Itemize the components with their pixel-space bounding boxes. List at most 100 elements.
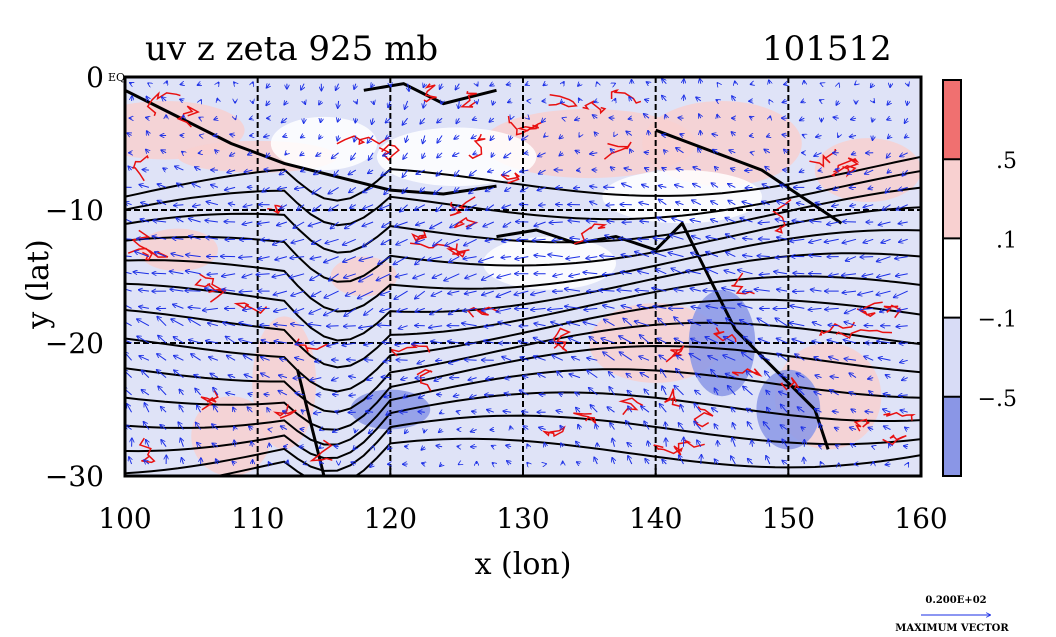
wind-vector: [415, 307, 425, 311]
wind-vector: [759, 339, 770, 344]
wind-vector: [635, 252, 650, 258]
wind-vector: [689, 354, 702, 361]
wind-vector: [249, 426, 253, 429]
wind-vector: [660, 404, 667, 413]
wind-vector: [399, 412, 408, 413]
wind-vector: [449, 256, 460, 263]
wind-vector: [628, 406, 632, 413]
wind-vector: [717, 115, 718, 119]
wind-vector: [510, 136, 512, 140]
wind-vector: [345, 221, 357, 229]
wind-vector: [790, 323, 805, 327]
wind-vector: [280, 359, 288, 361]
zeta-region-12: [376, 127, 537, 187]
wind-vector: [732, 96, 735, 102]
wind-vector: [144, 403, 150, 413]
wind-vector: [492, 463, 493, 464]
wind-vector: [295, 343, 305, 344]
zeta-contour-19: [552, 337, 568, 352]
wind-vector: [579, 136, 580, 137]
wind-vector: [178, 422, 184, 430]
wind-vector: [732, 438, 736, 447]
wind-vector: [769, 80, 770, 84]
wind-vector: [230, 134, 236, 135]
wind-vector: [851, 118, 857, 119]
wind-vector: [189, 219, 201, 223]
wind-vector: [738, 270, 753, 275]
wind-vector: [208, 323, 219, 326]
wind-vector: [777, 201, 788, 206]
wind-vector: [742, 202, 753, 205]
wind-vector: [694, 421, 702, 430]
wind-vector: [647, 82, 650, 84]
wind-vector: [762, 184, 770, 187]
wind-vector: [301, 410, 304, 412]
wind-vector: [746, 187, 753, 188]
wind-vector: [578, 84, 580, 86]
wind-vector: [334, 169, 339, 176]
wind-vector: [815, 409, 822, 412]
wind-vector: [711, 183, 719, 188]
wind-vector: [908, 463, 909, 464]
wind-vector: [146, 118, 149, 119]
wind-vector: [463, 257, 477, 259]
wind-vector: [584, 308, 598, 309]
wind-vector: [528, 118, 529, 119]
wind-vector: [329, 204, 339, 211]
wind-vector: [572, 357, 581, 360]
wind-vector: [457, 411, 460, 412]
wind-vector: [814, 392, 822, 395]
wind-vector: [836, 101, 838, 105]
wind-vector: [157, 370, 167, 378]
wind-vector: [693, 184, 702, 188]
wind-vector: [708, 356, 719, 361]
wind-vector: [362, 221, 374, 226]
wind-vector: [538, 374, 546, 379]
wind-vector: [368, 170, 374, 173]
wind-vector: [750, 136, 753, 137]
wind-vector: [383, 342, 391, 343]
zeta-contour-0: [200, 390, 219, 411]
wind-vector: [355, 430, 356, 433]
wind-vector: [724, 337, 736, 344]
wind-vector: [899, 239, 908, 242]
wind-vector: [482, 273, 495, 280]
wind-vector: [153, 221, 167, 223]
wind-vector: [356, 101, 357, 104]
wind-vector: [743, 291, 753, 292]
wind-vector: [879, 221, 891, 225]
wind-vector: [378, 256, 391, 265]
wind-vector: [180, 99, 183, 101]
wind-vector: [261, 239, 270, 240]
wind-vector: [384, 395, 391, 397]
wind-vector: [454, 395, 460, 397]
wind-vector: [579, 98, 580, 101]
wind-vector: [267, 408, 270, 412]
wind-vector: [182, 458, 184, 465]
wind-vector: [395, 343, 408, 345]
wind-vector: [386, 136, 391, 139]
wind-vector: [728, 386, 736, 396]
wind-vector: [205, 220, 218, 222]
wind-vector: [810, 221, 822, 222]
wind-vector: [452, 204, 460, 211]
wind-vector: [423, 100, 425, 108]
wind-vector: [717, 83, 718, 84]
wind-vector: [349, 395, 356, 396]
wind-vector: [706, 252, 719, 258]
wind-vector: [189, 236, 201, 240]
wind-vector: [850, 136, 857, 137]
wind-vector: [842, 274, 857, 276]
wind-vector: [488, 170, 494, 172]
wind-vector: [297, 204, 305, 210]
wind-vector: [180, 438, 183, 447]
wind-vector: [700, 79, 701, 84]
wind-vector: [142, 371, 150, 378]
wind-vector: [604, 319, 615, 327]
wind-vector: [280, 169, 288, 175]
wind-vector: [228, 375, 236, 378]
wind-vector: [175, 166, 184, 171]
colorbar-swatch-0: [943, 80, 961, 160]
wind-vector: [662, 168, 666, 170]
wind-vector: [779, 392, 788, 395]
